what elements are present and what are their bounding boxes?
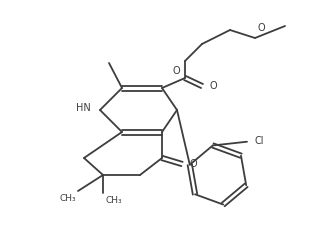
Text: O: O bbox=[172, 66, 180, 76]
Text: Cl: Cl bbox=[255, 136, 265, 146]
Text: CH₃: CH₃ bbox=[59, 194, 76, 203]
Text: CH₃: CH₃ bbox=[105, 196, 121, 205]
Text: O: O bbox=[209, 81, 217, 91]
Text: O: O bbox=[189, 159, 197, 169]
Text: O: O bbox=[257, 23, 265, 33]
Text: HN: HN bbox=[76, 103, 91, 113]
